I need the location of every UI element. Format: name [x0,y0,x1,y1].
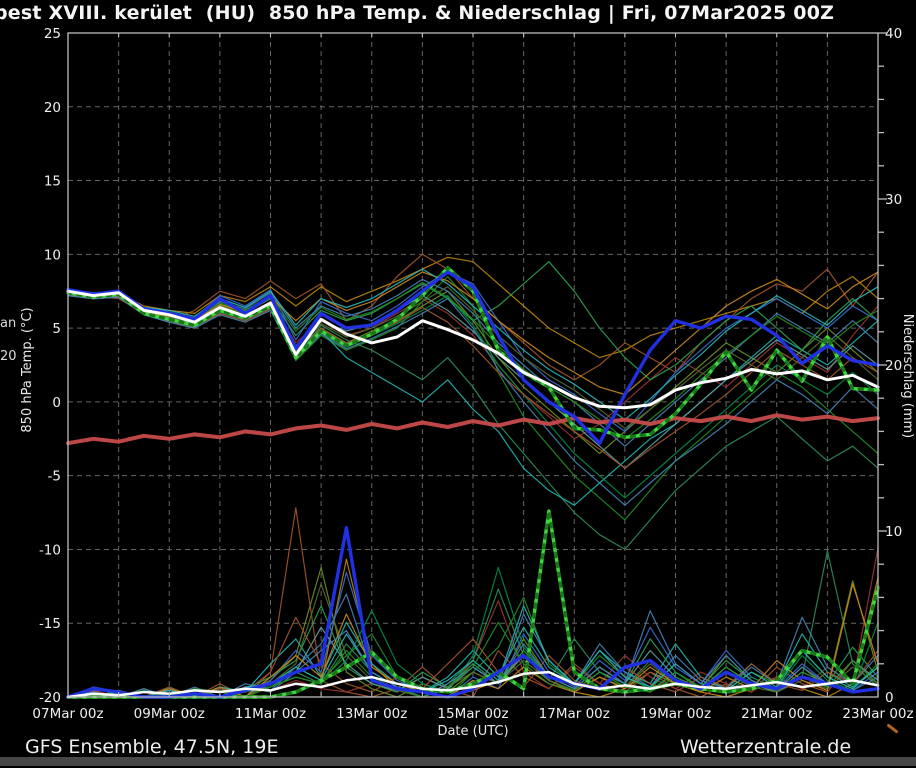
chart-title: pest XVIII. kerület (HU) 850 hPa Temp. &… [0,2,835,24]
svg-text:40: 40 [885,26,902,42]
svg-text:10: 10 [44,247,61,263]
svg-text:20: 20 [44,100,61,116]
svg-text:15: 15 [44,174,61,190]
svg-text:-15: -15 [39,616,61,632]
svg-text:17Mar 00z: 17Mar 00z [539,706,610,722]
left-axis-label: 850 hPa Temp. (°C) [20,307,35,433]
svg-text:5: 5 [52,321,61,337]
x-axis-label: Date (UTC) [437,724,509,739]
axis-ticks [67,32,887,697]
site-watermark: Wetterzentrale.de [680,736,852,758]
svg-text:0: 0 [52,395,61,411]
svg-text:21Mar 00z: 21Mar 00z [741,706,812,722]
svg-text:20: 20 [885,358,902,374]
svg-text:30: 30 [885,192,902,208]
bottom-window-bar [0,757,916,766]
svg-text:0: 0 [885,690,894,706]
left-edge-text-fragment-1: an [0,316,17,331]
svg-text:23Mar 00z: 23Mar 00z [842,706,913,722]
svg-text:10: 10 [885,524,902,540]
svg-text:19Mar 00z: 19Mar 00z [640,706,711,722]
svg-text:25: 25 [44,26,61,42]
svg-text:15Mar 00z: 15Mar 00z [437,706,508,722]
svg-text:-10: -10 [39,542,61,558]
grid [68,33,878,697]
main-series [66,265,880,699]
svg-text:11Mar 00z: 11Mar 00z [235,706,306,722]
svg-text:09Mar 00z: 09Mar 00z [134,706,205,722]
right-axis-label: Niederschlag (mm) [900,313,915,439]
model-run-caption: GFS Ensemble, 47.5N, 19E [25,736,279,758]
svg-text:07Mar 00z: 07Mar 00z [32,706,103,722]
axis-tick-labels: 25 20 15 10 5 0 -5 -10 -15 -20 40 30 20 10 0 07Mar 00z 0… [32,26,913,722]
left-edge-text-fragment-2: 20 [0,349,17,364]
svg-text:-5: -5 [48,469,61,485]
svg-text:-20: -20 [39,690,61,706]
svg-text:13Mar 00z: 13Mar 00z [336,706,407,722]
